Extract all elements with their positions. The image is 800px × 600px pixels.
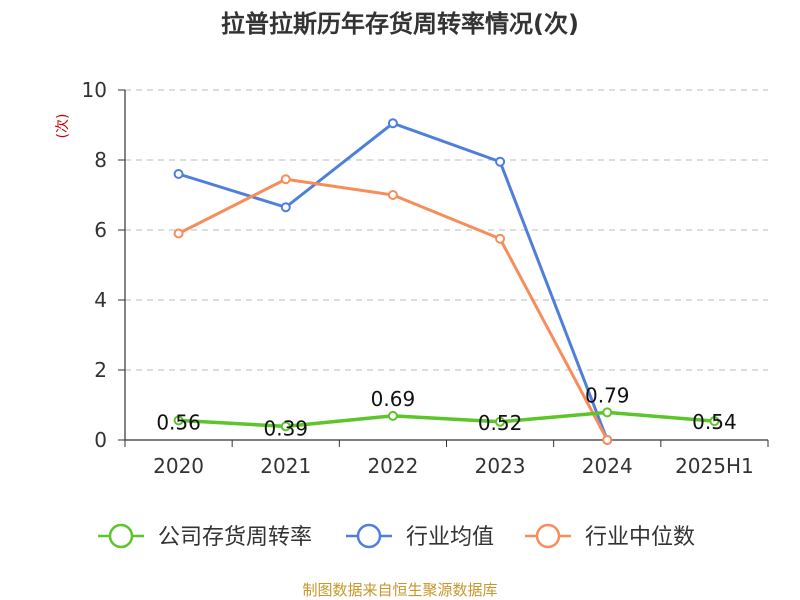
data-point	[495, 416, 506, 427]
y-tick-label: 2	[94, 358, 107, 382]
x-tick-label: 2022	[367, 454, 418, 478]
data-label: 0.79	[585, 383, 630, 407]
y-tick-label: 6	[94, 218, 107, 242]
legend-label: 公司存货周转率	[158, 525, 312, 550]
data-point	[280, 174, 291, 185]
x-tick-labels: 2020 2021 2022 2023 2024 2025H1	[153, 454, 754, 478]
data-point	[387, 190, 398, 200]
x-tick-label: 2024	[582, 454, 633, 478]
gridlines	[125, 89, 768, 371]
data-point	[495, 156, 506, 167]
y-tick-label: 4	[94, 288, 107, 312]
data-label: 0.54	[692, 410, 737, 434]
y-axis-label: (次)	[55, 114, 71, 139]
y-tick-label: 8	[94, 148, 107, 172]
x-tick-label: 2021	[260, 454, 311, 478]
y-tick-label: 10	[82, 78, 107, 102]
data-point	[709, 416, 720, 427]
data-point	[387, 118, 398, 129]
y-tick-labels: 0 2 4 6 8 10	[82, 78, 107, 452]
legend-label: 行业中位数	[585, 525, 695, 550]
legend-marker	[535, 523, 561, 549]
y-tick-label: 0	[94, 428, 107, 452]
axes	[118, 89, 769, 447]
legend: 公司存货周转率 行业均值 行业中位数	[98, 523, 695, 550]
series-layer	[173, 118, 720, 445]
data-point	[602, 407, 613, 418]
data-point	[173, 415, 184, 426]
x-tick-label: 2020	[153, 454, 204, 478]
x-tick-label: 2023	[475, 454, 526, 478]
data-point	[280, 202, 291, 213]
data-label: 0.52	[478, 411, 523, 435]
legend-marker	[356, 523, 382, 549]
data-labels: 0.56 0.39 0.69 0.52 0.79 0.54	[156, 383, 736, 440]
data-point	[280, 421, 291, 432]
chart-title: 拉普拉斯历年存货周转率情况(次)	[221, 10, 579, 38]
series-line-0	[178, 410, 715, 429]
data-point	[495, 233, 506, 244]
x-tick-label: 2025H1	[675, 454, 754, 478]
data-point	[173, 169, 184, 179]
data-point	[173, 228, 184, 239]
legend-label: 行业均值	[406, 525, 494, 550]
source-note: 制图数据来自恒生聚源数据库	[302, 581, 497, 599]
data-point	[387, 410, 398, 421]
data-point	[602, 435, 613, 445]
data-label: 0.69	[371, 387, 416, 411]
data-label: 0.39	[263, 416, 308, 440]
legend-marker	[108, 523, 134, 549]
data-label: 0.56	[156, 410, 201, 434]
